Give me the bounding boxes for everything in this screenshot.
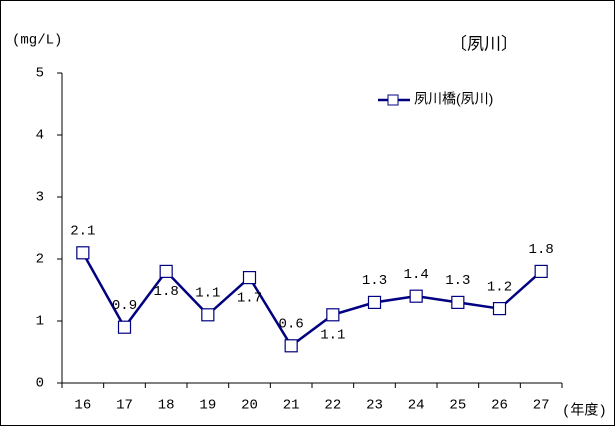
point (76, 246, 90, 260)
point (534, 264, 548, 278)
y-tick-label: 0 (36, 376, 44, 392)
data-label: 2.1 (70, 224, 95, 240)
data-label: 1.3 (445, 273, 470, 289)
y-tick-label: 2 (36, 252, 44, 268)
point (492, 302, 507, 316)
y-tick-label: 3 (36, 190, 44, 206)
y-axis-label: (mg/L) (12, 33, 62, 49)
data-label: 0.6 (279, 317, 304, 333)
x-tick-label: 23 (366, 398, 383, 414)
point (242, 271, 257, 285)
data-label: 1.7 (237, 290, 262, 306)
x-tick-label: 17 (116, 398, 133, 414)
data-label: 1.3 (362, 273, 387, 289)
legend-marker (387, 94, 399, 106)
point (367, 295, 382, 309)
x-tick-label: 24 (408, 398, 425, 414)
point (117, 320, 132, 334)
x-axis-label: (年度) (562, 403, 607, 420)
x-tick-label: 16 (74, 398, 91, 414)
x-tick-label: 21 (283, 398, 300, 414)
legend-label: 夙川橋(夙川) (414, 91, 493, 107)
data-label: 1.8 (529, 242, 554, 258)
point (451, 295, 465, 309)
data-label: 0.9 (112, 298, 137, 314)
point (201, 308, 215, 322)
point (409, 289, 423, 303)
data-label: 1.8 (154, 284, 179, 300)
x-tick-label: 27 (533, 398, 550, 414)
x-tick-label: 25 (449, 398, 466, 414)
y-tick-label: 5 (36, 66, 44, 82)
data-label: 1.2 (487, 279, 512, 295)
point (159, 264, 173, 278)
y-tick-label: 1 (36, 314, 44, 330)
x-tick-label: 19 (199, 398, 216, 414)
chart-title: 〔夙川〕 (450, 34, 518, 53)
series-line (81, 252, 542, 348)
x-tick-label: 26 (491, 398, 508, 414)
data-label: 1.1 (320, 328, 345, 344)
data-label: 1.4 (404, 267, 429, 283)
point (326, 308, 340, 322)
x-tick-label: 20 (241, 398, 258, 414)
data-label: 1.1 (195, 286, 220, 302)
x-tick-label: 18 (158, 398, 175, 414)
y-tick-label: 4 (36, 128, 44, 144)
x-tick-label: 22 (324, 398, 341, 414)
point (284, 339, 298, 353)
